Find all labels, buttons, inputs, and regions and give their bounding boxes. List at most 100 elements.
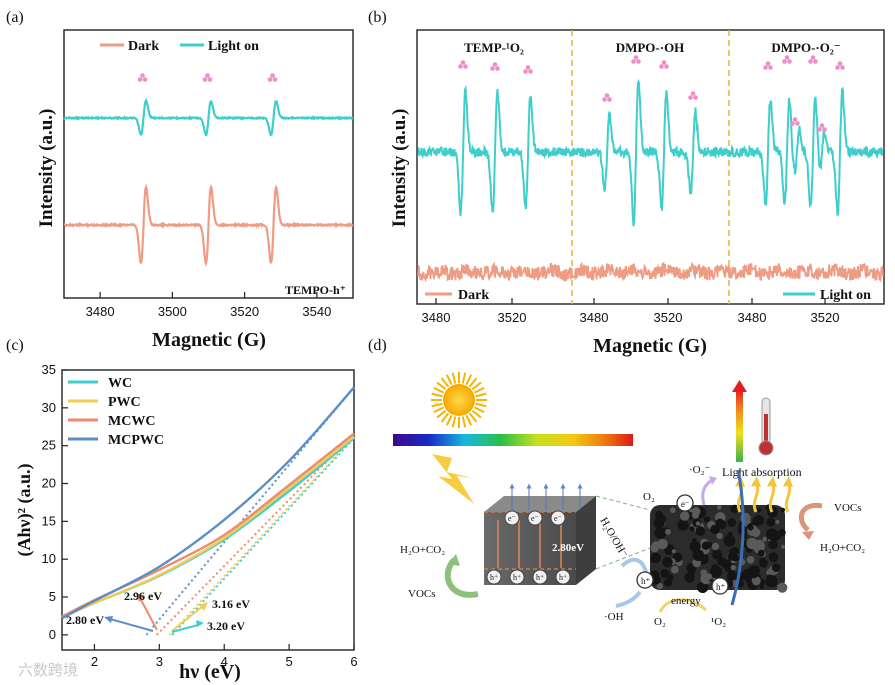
tangent-line-mcpwc [145,386,355,636]
band-gap-label: 2.80eV [552,542,584,554]
electron-badge [550,510,566,526]
peak-marker-b [631,55,641,64]
panel-b-xtick-label: 3520 [654,310,683,325]
panel-b-frame [416,29,885,305]
hole-badge-left-label: h⁺ [641,576,651,586]
panel-label-d: (d) [368,337,387,354]
panel-b-xtick-label: 3480 [738,310,767,325]
panel-c-xtick-label: 4 [221,654,228,669]
series-line-light-on-b [417,78,884,227]
panel-a-xtick-label: 3500 [158,304,187,319]
peak-marker-a [267,73,278,82]
annotation-2-96: 2.96 eV [124,589,162,603]
annotation-3-20: 3.20 eV [207,619,245,633]
panel-c-frame [61,369,355,651]
peak-marker-b [835,61,845,70]
peak-marker-b [602,93,612,102]
light-absorption-label: Light absorption [722,465,802,479]
section-label-o2: DMPO-·O₂⁻ [771,40,840,55]
vocs-left-label: VOCs [408,588,436,600]
panel-b-xtick-label: 3480 [422,310,451,325]
legend-label-pwc: PWC [108,395,141,410]
panel-c-ytick-label: 15 [42,513,56,528]
electron-badge-sponge [676,494,694,512]
o2-reduction-arrow [701,478,713,506]
panel-c-ytick-label: 20 [42,476,56,491]
peak-marker-b [808,55,818,64]
panel-a-xtick-label: 3520 [230,304,259,319]
panel-c-ytick-label: 0 [49,627,56,642]
vocs-arrowhead-right [802,531,814,540]
electron-badge [504,510,520,526]
oh-formation-arrow [620,557,648,573]
o2-radical-label: ·O₂⁻ [689,464,710,476]
hole-badge-right-label: h⁺ [716,582,726,592]
panel-b-ylabel: Intensity (a.u.) [389,109,410,228]
panel-c-xlabel: hν (eV) [179,661,241,683]
panel-c-xtick-label: 3 [156,654,163,669]
panel-a-xtick-label: 3480 [86,304,115,319]
panel-label-b: (b) [368,9,387,26]
arrow-2-96 [139,597,158,631]
panel-a-xlabel: Magnetic (G) [152,329,266,351]
hole-badge [532,569,548,585]
series-curve-pwc [61,435,355,619]
panel-c-xtick-label: 2 [91,654,98,669]
energy-transfer-arrow [658,598,707,613]
series-curve-mcwc [61,432,355,618]
hole-badge-text: h⁺ [536,573,544,582]
vocs-right-label: VOCs [834,502,862,514]
series-curve-wc [61,437,355,619]
panel-c-chart: (Ahν)² (a.u.) hν (eV) 2 3 4 5 6 0 5 10 15 20 25 30 3… [14,362,358,683]
energy-label: energy [671,595,701,607]
legend-label-dark-b: Dark [458,288,489,303]
h2o-co2-right-label: H₂O+CO₂ [820,542,865,554]
peak-marker-b [763,61,773,70]
peak-marker-b [688,91,698,100]
peak-marker-b [523,65,533,74]
hole-badge-text: h⁺ [490,573,498,582]
panel-c-xtick-label: 5 [285,654,292,669]
panel-label-c: (c) [6,337,24,354]
legend-label-wc: WC [108,376,132,391]
arrowhead-3-20 [196,620,204,627]
peak-marker-a [137,73,148,82]
heat-arrowhead [732,380,747,392]
carbon-sponge-image [650,504,788,593]
peak-marker-b [790,117,800,126]
arrowhead-2-80 [104,616,113,623]
arrow-3-16 [171,605,204,632]
o2-top-label: O₂ [643,491,655,503]
panel-b-xlabel: Magnetic (G) [593,335,707,357]
hole-badge-left [636,571,654,589]
series-line-dark [63,183,354,268]
arrow-2-80 [109,618,154,632]
hole-badge-text: h⁺ [513,573,521,582]
arrow-3-20 [171,624,199,633]
electron-transfer-arrow [730,469,745,606]
panel-a-xtick-label: 3540 [302,304,331,319]
panel-b-xtick-label: 3480 [580,310,609,325]
sun-icon [431,372,487,428]
o2-bottom-label: O₂ [654,616,666,628]
panel-b-chart: Intensity (a.u.) Magnetic (G) TEMP-¹O₂ D… [389,29,885,357]
hole-badge [486,569,502,585]
light-spectrum-bar [393,434,633,446]
panel-c-ytick-label: 10 [42,551,56,566]
legend-label-mcpwc: MCPWC [108,433,164,448]
peak-marker-b [782,55,792,64]
o2-reduction-arrowhead [709,476,717,485]
arrowhead-2-96 [136,593,145,602]
panel-a-frame [63,29,354,299]
legend-label-light: Light on [208,39,259,54]
peak-marker-b [458,60,468,69]
panel-c-ytick-label: 30 [42,400,56,415]
block-side-face [576,496,596,585]
series-line-dark-b [417,261,884,283]
vocs-arrow-right-in [798,502,823,532]
panel-b-xtick-label: 3520 [498,310,527,325]
singlet-oxygen-label: ¹O₂ [711,616,726,628]
section-label-temp: TEMP-¹O₂ [464,40,524,55]
panel-b-xtick-label: 3520 [811,310,840,325]
